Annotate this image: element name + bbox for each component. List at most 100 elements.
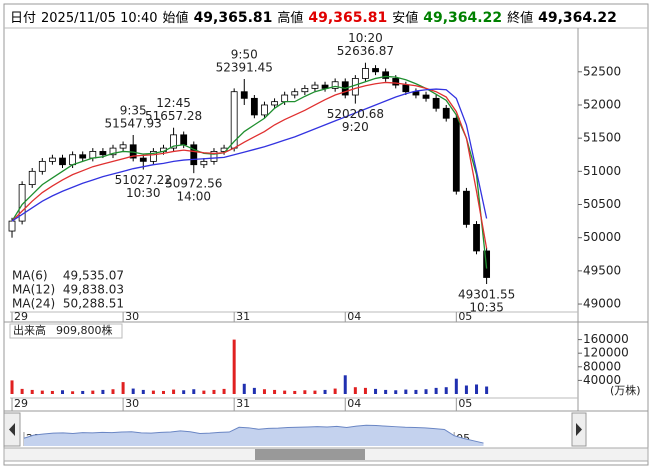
candle-body xyxy=(180,134,188,146)
annotation-time: 10:35 xyxy=(469,301,504,315)
volume-bar xyxy=(202,390,206,394)
volume-bar xyxy=(141,389,145,394)
candle-body xyxy=(291,91,299,96)
volume-bar xyxy=(182,390,186,394)
ma-line xyxy=(11,75,488,269)
volume-bar xyxy=(40,390,44,394)
annotation-price: 50972.56 xyxy=(165,177,222,191)
candle-body xyxy=(38,160,46,172)
volume-bar xyxy=(172,389,176,394)
y-tick-label: 50500 xyxy=(583,197,621,211)
volume-bar xyxy=(434,387,438,394)
arrow-icon xyxy=(9,423,15,436)
volume-bar xyxy=(394,390,398,394)
x-tick-label: 31 xyxy=(236,397,250,410)
header: 日付 2025/11/05 10:40 始値 49,365.81 高値 49,365.… xyxy=(10,7,617,26)
volume-bar xyxy=(192,389,196,394)
legend-value: 50,288.51 xyxy=(63,297,124,311)
legend-name: MA(24) xyxy=(12,297,55,311)
annotation-price: 49301.55 xyxy=(458,288,515,302)
volume-title-box xyxy=(9,323,123,339)
candle-body xyxy=(170,134,177,149)
candle-body xyxy=(372,68,379,73)
scrollbar-thumb[interactable] xyxy=(255,449,365,460)
volume-bar xyxy=(131,388,135,394)
field-value: 49,365.81 xyxy=(193,10,273,26)
volume-bar xyxy=(151,390,155,394)
volume-bar xyxy=(303,390,307,394)
volume-bar xyxy=(454,378,458,394)
x-tick-label: 30 xyxy=(125,397,139,410)
annotation-price: 52391.45 xyxy=(216,61,273,75)
volume-bar xyxy=(101,389,105,394)
x-tick-label: 31 xyxy=(236,310,250,323)
candle-body xyxy=(149,151,157,162)
candle-body xyxy=(119,144,127,149)
annotation-time: 10:20 xyxy=(348,31,383,45)
volume-bar xyxy=(293,390,297,394)
volume-bar xyxy=(222,388,226,394)
x-tick-label: 29 xyxy=(14,310,28,323)
candle-body xyxy=(139,157,147,162)
candle-body xyxy=(8,220,16,232)
candle-body xyxy=(210,151,218,162)
volume-bar xyxy=(91,390,95,394)
volume-bar xyxy=(283,390,287,394)
volume-bar xyxy=(111,389,115,394)
candle-body xyxy=(442,107,450,119)
field-label: 始値 xyxy=(162,11,189,26)
annotation-time: 14:00 xyxy=(176,190,211,204)
legend-value: 49,535.07 xyxy=(63,269,124,283)
annotation-price: 51027.22 xyxy=(115,173,172,187)
legend-name: MA(12) xyxy=(12,283,55,297)
candle-body xyxy=(28,170,36,186)
y-tick-label: 52000 xyxy=(583,97,621,111)
candle-body xyxy=(271,101,278,106)
candle-body xyxy=(190,144,198,166)
candle-body xyxy=(432,97,440,109)
volume-bar xyxy=(313,390,317,394)
candle-body xyxy=(99,151,107,156)
annotation-time: 12:45 xyxy=(156,96,191,110)
date-label: 日付 xyxy=(10,11,37,26)
candle-body xyxy=(301,87,309,93)
volume-bar xyxy=(323,389,327,394)
volume-bar xyxy=(475,384,479,394)
candle-body xyxy=(18,184,26,222)
field-label: 終値 xyxy=(507,11,534,26)
volume-bar xyxy=(414,389,418,394)
candle-body xyxy=(331,81,339,89)
volume-bar xyxy=(485,386,489,394)
volume-bar xyxy=(61,390,65,394)
navigator-line xyxy=(23,424,484,444)
candle-body xyxy=(311,84,319,89)
x-tick-label: 04 xyxy=(347,310,361,323)
candle-body xyxy=(402,84,410,93)
y-tick-label: 49000 xyxy=(583,297,621,311)
candle-body xyxy=(261,104,268,116)
candle-body xyxy=(422,94,430,99)
legend-value: 49,838.03 xyxy=(63,283,124,297)
candle-body xyxy=(69,154,77,166)
candle-body xyxy=(240,91,248,99)
volume-bar xyxy=(384,389,388,394)
x-tick-label: 05 xyxy=(458,397,472,410)
date: 2025/11/05 10:40 xyxy=(41,11,158,26)
annotation-time: 9:35 xyxy=(120,103,147,117)
volume-bar xyxy=(242,383,246,394)
legend-name: MA(6) xyxy=(12,269,48,283)
volume-bar xyxy=(50,390,54,394)
volume-total: 909,800株 xyxy=(56,323,113,337)
field-label: 高値 xyxy=(277,11,304,26)
annotation-time: 9:20 xyxy=(342,120,369,134)
volume-title: 出来高 xyxy=(13,323,46,337)
x-tick-label: 30 xyxy=(125,310,139,323)
volume-bar xyxy=(374,388,378,394)
volume-y-tick-label: 160000 xyxy=(583,332,629,346)
volume-bar xyxy=(212,389,216,394)
annotation-price: 52020.68 xyxy=(327,107,384,121)
volume-bar xyxy=(353,387,357,394)
volume-bar xyxy=(464,385,468,394)
